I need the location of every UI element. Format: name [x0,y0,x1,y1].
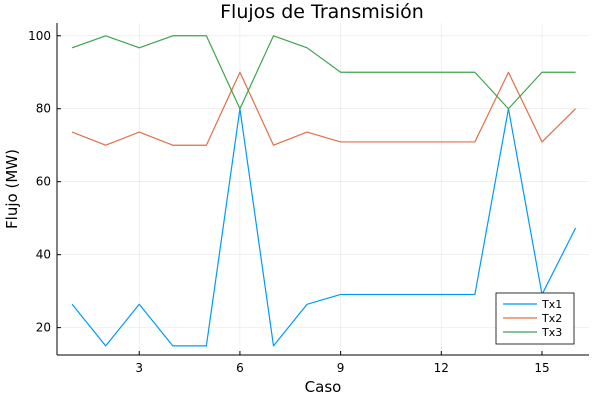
tick-labels: 3 6 9 12 15 20 40 60 80 100 [28,29,550,375]
y-tick-label: 40 [36,248,51,262]
x-tick-label: 9 [337,361,345,375]
x-tick-label: 6 [236,361,244,375]
x-tick-label: 15 [534,361,549,375]
axes [56,23,589,356]
series [71,35,577,347]
y-axis-label: Flujo (MW) [3,149,21,229]
legend-label-tx3: Tx3 [541,326,562,339]
x-axis-label: Caso [305,378,342,396]
chart-title: Flujos de Transmisión [220,1,424,23]
series-line-tx2 [71,71,576,146]
legend-label-tx2: Tx2 [541,312,562,325]
x-tick-label: 3 [135,361,143,375]
legend-label-tx1: Tx1 [541,298,562,311]
x-tick-label: 12 [434,361,449,375]
series-line-tx3 [71,35,576,110]
grid [57,23,589,355]
y-tick-label: 100 [28,29,51,43]
y-tick-label: 20 [36,321,51,335]
y-tick-label: 60 [36,175,51,189]
y-tick-label: 80 [36,102,51,116]
series-line-tx1 [71,108,577,347]
